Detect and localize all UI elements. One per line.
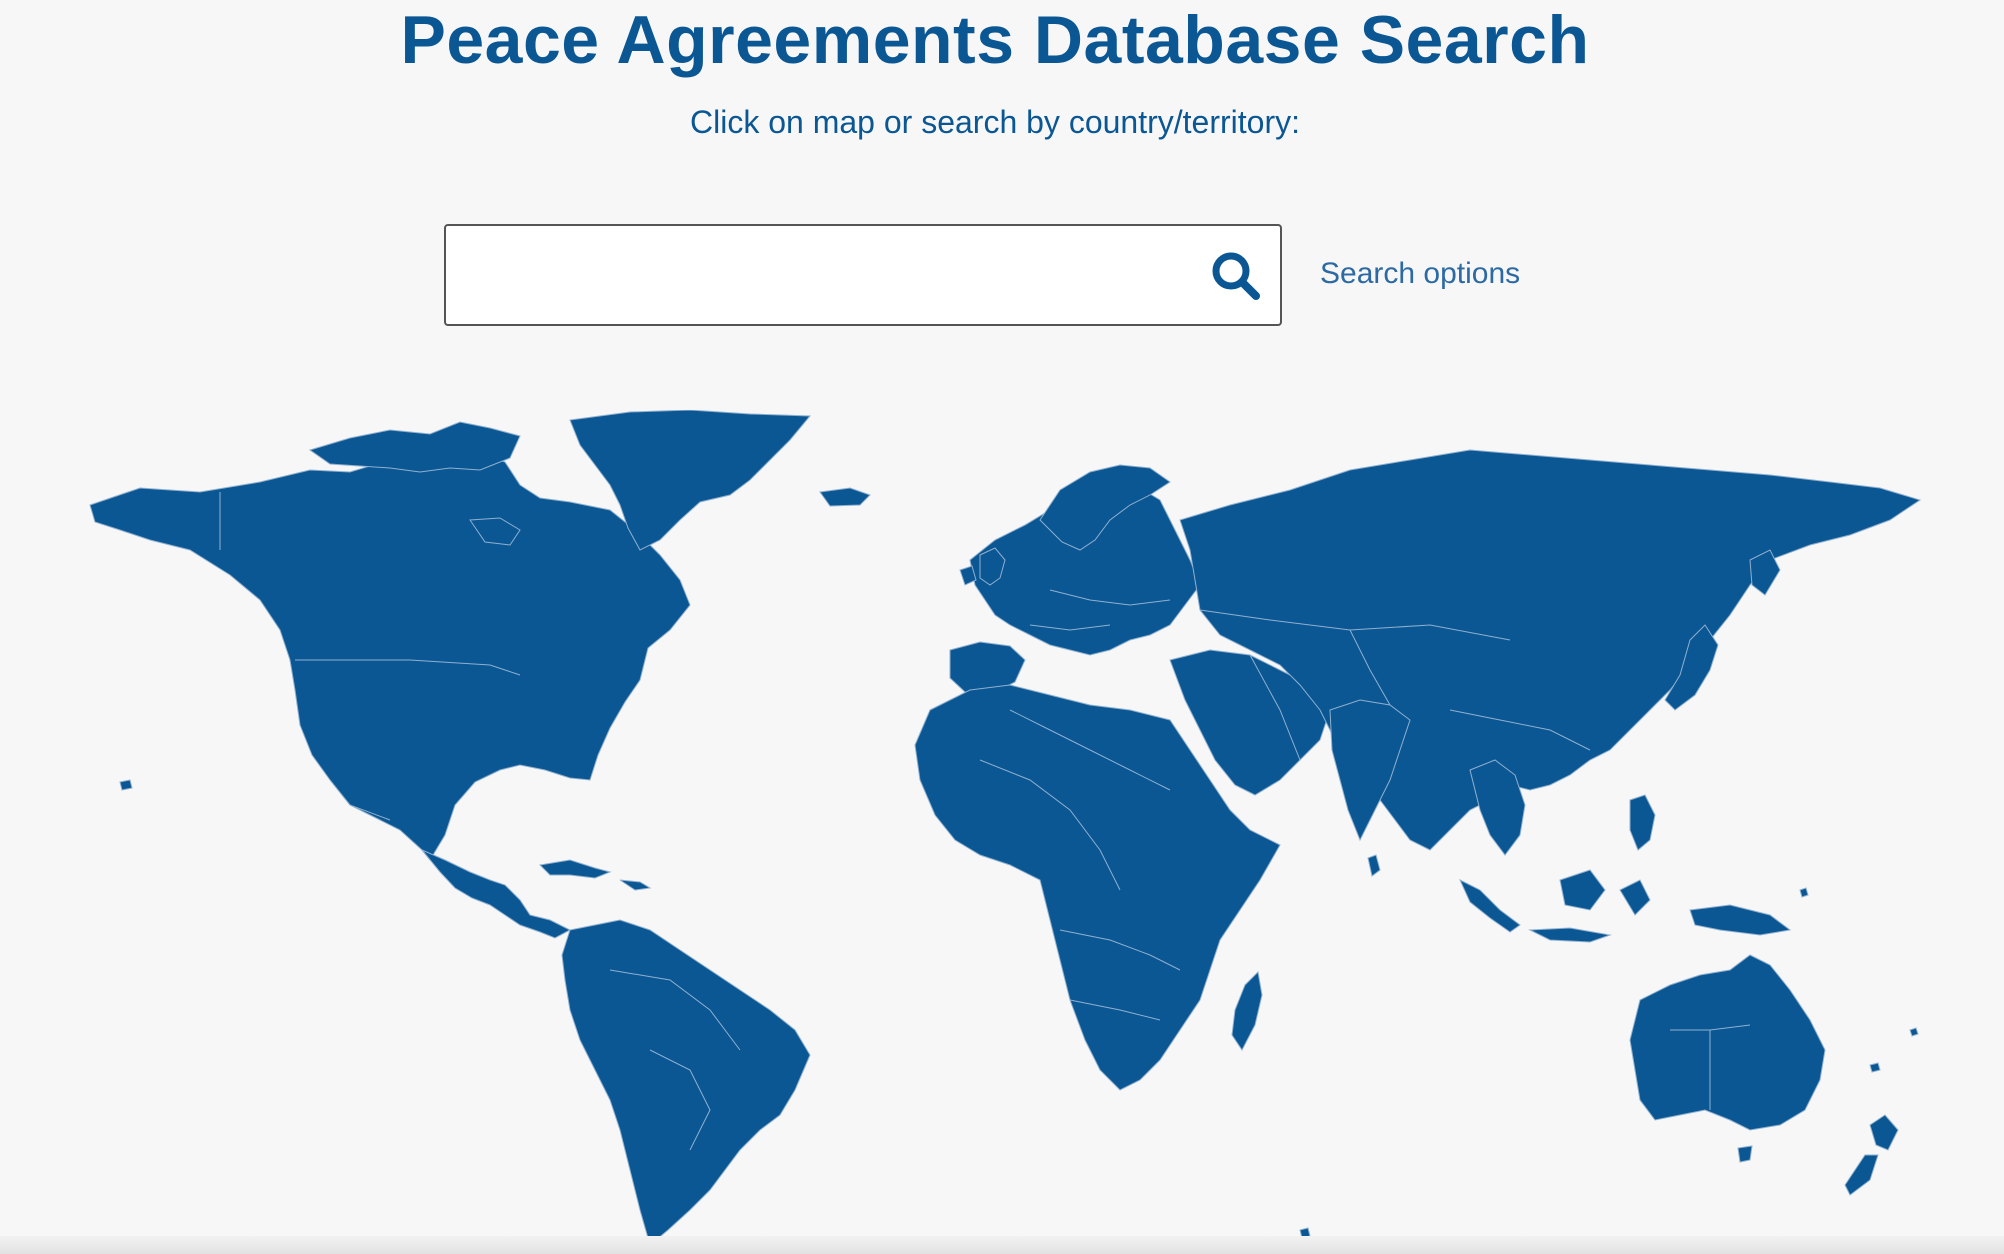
map-region-caribbean[interactable]	[538, 859, 612, 879]
search-box[interactable]	[444, 224, 1282, 326]
map-region-indonesia[interactable]	[1458, 878, 1521, 933]
map-region-asia[interactable]	[1179, 449, 1922, 851]
search-icon[interactable]	[1206, 246, 1266, 306]
map-region-south-america[interactable]	[561, 919, 811, 1240]
map-region-philippines[interactable]	[1629, 794, 1656, 851]
map-region-british-isles[interactable]	[979, 547, 1006, 586]
map-region-africa[interactable]	[914, 684, 1281, 1091]
search-input[interactable]	[462, 240, 1206, 312]
map-region-australia[interactable]	[1629, 954, 1826, 1131]
search-options-link[interactable]: Search options	[1320, 257, 1521, 290]
map-region-north-america[interactable]	[89, 449, 691, 861]
map-region-greenland[interactable]	[569, 410, 812, 551]
map-region-new-guinea[interactable]	[1689, 904, 1792, 936]
page-title: Peace Agreements Database Search	[400, 2, 1590, 78]
scroll-edge	[0, 1236, 2004, 1254]
world-map[interactable]	[50, 410, 1950, 1240]
map-region-india[interactable]	[1329, 699, 1411, 842]
map-region-madagascar[interactable]	[1231, 970, 1263, 1051]
map-region-central-america[interactable]	[421, 849, 572, 939]
map-region-arctic-islands[interactable]	[308, 421, 521, 473]
map-region-iberia[interactable]	[949, 641, 1026, 696]
map-region-new-zealand[interactable]	[1869, 1114, 1899, 1151]
map-region-japan[interactable]	[1664, 624, 1719, 711]
page-subtitle: Click on map or search by country/territ…	[690, 104, 1300, 140]
map-region-southeast-asia[interactable]	[1469, 759, 1526, 856]
map-region-scandinavia[interactable]	[1039, 464, 1171, 551]
